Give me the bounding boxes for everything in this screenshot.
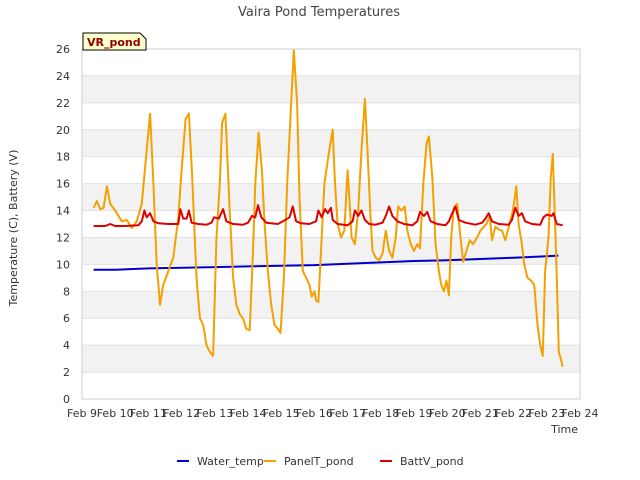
x-tick-label: Feb 12 — [163, 407, 200, 420]
x-tick-label: Feb 16 — [296, 407, 333, 420]
series-line-water-temp — [93, 254, 559, 271]
x-tick-label: Feb 20 — [429, 407, 466, 420]
y-tick-label: 12 — [56, 231, 70, 244]
y-tick-label: 4 — [63, 339, 70, 352]
legend-label: BattV_pond — [400, 455, 464, 468]
x-tick-label: Feb 13 — [196, 407, 233, 420]
grid-band — [82, 183, 580, 211]
x-tick-label: Feb 14 — [230, 407, 267, 420]
y-tick-label: 14 — [56, 205, 70, 218]
x-tick-label: Feb 9 — [67, 407, 97, 420]
y-tick-label: 24 — [56, 70, 70, 83]
x-tick-label: Feb 11 — [130, 407, 167, 420]
y-tick-label: 20 — [56, 124, 70, 137]
y-tick-label: 2 — [63, 366, 70, 379]
y-tick-label: 6 — [63, 312, 70, 325]
grid-band — [82, 291, 580, 319]
y-axis-label-group: Temperature (C), Battery (V) — [7, 150, 20, 308]
series-line-battv-pond — [93, 204, 563, 227]
y-tick-label: 16 — [56, 178, 70, 191]
y-axis-label: Temperature (C), Battery (V) — [7, 150, 20, 308]
grid-band — [82, 75, 580, 103]
x-tick-label: Feb 24 — [562, 407, 599, 420]
x-tick-label: Feb 21 — [462, 407, 499, 420]
x-tick-label: Feb 23 — [528, 407, 565, 420]
legend: Water_temp PanelT_pond BattV_pond — [177, 455, 464, 468]
grid-band — [82, 345, 580, 373]
x-tick-label: Feb 22 — [495, 407, 532, 420]
x-tick-label: Feb 17 — [329, 407, 366, 420]
legend-label: PanelT_pond — [284, 455, 354, 468]
series-line-panelt-pond — [92, 49, 564, 367]
series-lines — [92, 49, 564, 367]
plot-frame — [81, 48, 581, 400]
y-tick-label: 0 — [63, 393, 70, 406]
x-tick-label: Feb 18 — [362, 407, 399, 420]
y-tick-label: 26 — [56, 43, 70, 56]
x-tick-label: Feb 15 — [263, 407, 300, 420]
grid-band — [82, 237, 580, 265]
y-tick-label: 10 — [56, 258, 70, 271]
y-tick-label: 22 — [56, 97, 70, 110]
y-tick-label: 8 — [63, 285, 70, 298]
series-tag: VR_pond — [82, 32, 147, 51]
chart-title: Vaira Pond Temperatures — [238, 5, 400, 20]
series-tag-box — [82, 32, 147, 51]
x-axis-label: Time — [550, 423, 578, 436]
legend-label: Water_temp — [197, 455, 264, 468]
x-tick-label: Feb 10 — [97, 407, 134, 420]
series-tag-label: VR_pond — [87, 36, 141, 49]
y-tick-label: 18 — [56, 151, 70, 164]
x-tick-label: Feb 19 — [396, 407, 433, 420]
